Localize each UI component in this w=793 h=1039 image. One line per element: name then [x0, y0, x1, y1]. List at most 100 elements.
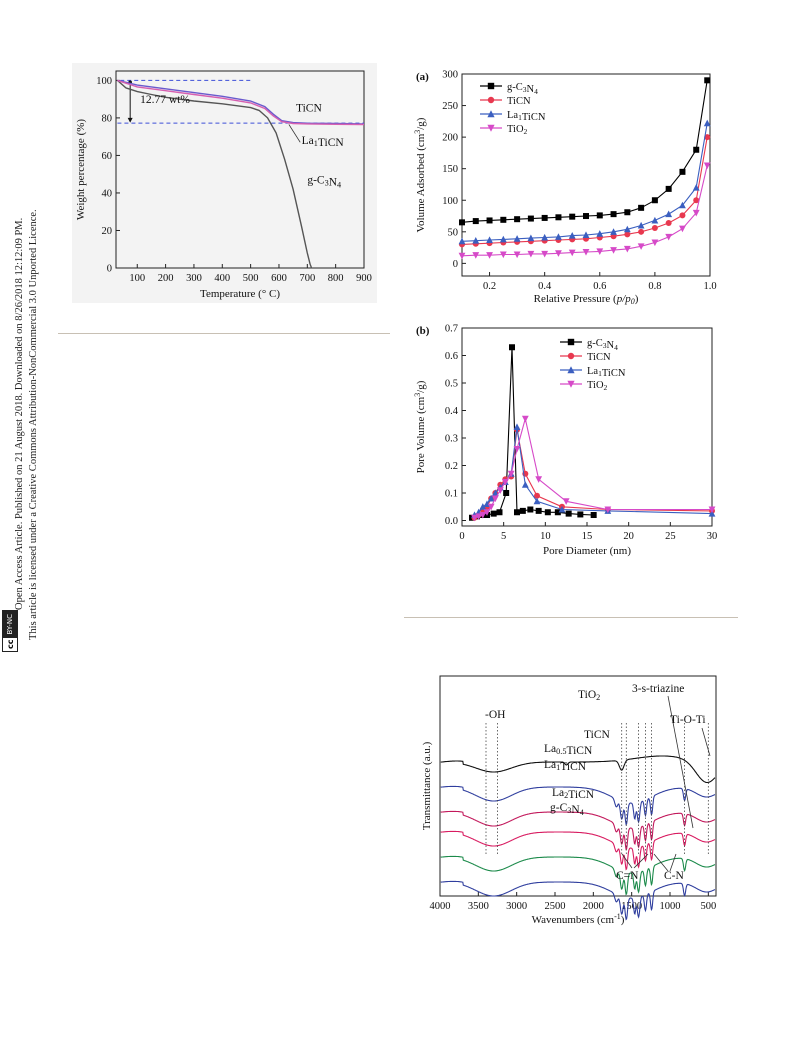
data-point-tio2: [604, 506, 612, 514]
x-tick-label: 1.0: [703, 281, 716, 292]
license-notice[interactable]: This article is licensed under a Creativ…: [28, 209, 39, 640]
x-tick-label: 400: [214, 273, 230, 284]
data-point-g-c3n4: [500, 216, 507, 223]
data-point-ticn: [693, 197, 700, 204]
oh-annotation: -OH: [485, 709, 505, 721]
bet-isotherm-figure: 0.2 0.4 0.6 0.8 1.0 0 50 100 150 200 250 300 (a) g-C3…: [413, 70, 717, 307]
legend-label-tio2: TiO2: [587, 380, 608, 392]
y-tick-label: 0.1: [445, 489, 458, 500]
legend-marker-g-c3n4: [487, 82, 495, 90]
y-tick-label: 150: [442, 164, 458, 175]
series-label-g-c3n4: g-C3N4: [550, 802, 584, 817]
data-point-la1ticn: [533, 497, 541, 505]
y-axis-label: Volume Adsorbed (cm3/g): [413, 117, 427, 232]
data-point-ticn: [704, 134, 711, 141]
ticn-label: TiCN: [296, 102, 322, 114]
data-point-la1ticn: [596, 230, 604, 237]
c-n-leader-2: [669, 853, 677, 872]
y-tick-label: 0.7: [445, 324, 458, 335]
x-tick-label: 0.8: [648, 281, 661, 292]
legend-label-g-c3n4: g-C3N4: [507, 82, 538, 96]
data-point-la1ticn: [487, 494, 495, 502]
data-point-la1ticn: [637, 221, 645, 229]
by-nc-label: BY-NC: [3, 611, 17, 638]
series-tio2: [471, 415, 716, 522]
c-double-n-leader-1: [621, 853, 633, 869]
data-point-g-c3n4: [486, 217, 493, 224]
y-tick-label: 300: [442, 70, 458, 81]
data-point-tio2: [692, 209, 700, 217]
data-point-tio2: [623, 245, 631, 253]
data-point-tio2: [541, 250, 549, 258]
data-point-tio2: [507, 470, 515, 478]
x-tick-label: 600: [271, 273, 287, 284]
x-tick-label: 0: [459, 531, 464, 542]
c-n-leader-1: [653, 853, 669, 872]
mass-loss-label: 12.77 wt%: [140, 94, 190, 106]
gcn-label: g-C3N4: [307, 175, 341, 190]
data-point-tio2: [458, 252, 466, 260]
tga-figure: 100 200 300 400 500 600 700 800 900 0 20 40 60 80 100 T…: [72, 63, 377, 303]
data-point-la1ticn: [623, 225, 631, 233]
cc-license-badge[interactable]: cc BY-NC: [2, 610, 18, 652]
series-line-tio2: [440, 755, 716, 784]
x-tick-label: 1500: [621, 901, 642, 912]
legend-marker-tio2: [487, 124, 495, 132]
data-point-tio2: [568, 249, 576, 257]
data-point-tio2: [483, 509, 491, 516]
y-tick-label: 0.0: [445, 516, 458, 527]
data-point-tio2: [491, 495, 499, 503]
data-point-ticn: [534, 492, 540, 499]
legend-marker-la1ticn: [487, 110, 495, 118]
data-point-g-c3n4: [665, 185, 672, 192]
x-tick-label: 0.6: [593, 281, 606, 292]
data-point-g-c3n4: [590, 512, 597, 518]
tga-panel-background: [72, 63, 377, 303]
data-point-tio2: [501, 479, 509, 486]
cc-icon: cc: [5, 639, 15, 649]
series-line-g-c3n4: [116, 79, 313, 269]
data-point-la1ticn: [558, 505, 566, 513]
legend-label-ticn: TiCN: [507, 96, 531, 107]
c-n-annotation: C-N: [664, 870, 685, 882]
data-point-tio2: [651, 239, 659, 247]
y-tick-label: 0.2: [445, 461, 458, 472]
legend-marker-la1ticn: [567, 366, 575, 374]
data-point-ticn: [638, 228, 645, 235]
x-tick-label: 5: [501, 531, 506, 542]
data-point-la1ticn: [527, 234, 535, 242]
x-tick-label: 2000: [583, 901, 604, 912]
legend-label-la1ticn: La1TiCN: [587, 366, 626, 379]
data-point-la1ticn: [568, 232, 576, 239]
triazine-leader: [667, 695, 694, 829]
y-tick-label: 0.6: [445, 351, 458, 362]
data-point-tio2: [665, 233, 673, 241]
x-tick-label: 10: [540, 531, 551, 542]
legend-label-tio2: TiO2: [507, 124, 528, 136]
data-point-g-c3n4: [544, 509, 551, 516]
data-point-g-c3n4: [693, 146, 700, 153]
series-label-la0-5ticn: La0.5TiCN: [544, 743, 593, 757]
y-tick-label: 0: [453, 259, 458, 270]
series-ticn: [459, 134, 711, 248]
data-point-la1ticn: [708, 510, 716, 517]
pore-distribution-figure: 0 5 10 15 20 25 30 0.0 0.1 0.2 0.3 0.4 0.5 0.6 0.7 (b) g…: [413, 324, 717, 558]
data-point-la1ticn: [703, 119, 711, 127]
ti-o-ti-annotation: Ti-O-Ti: [670, 714, 706, 726]
data-point-g-c3n4: [554, 509, 561, 516]
data-point-tio2: [610, 247, 617, 254]
y-tick-label: 60: [102, 151, 113, 162]
data-point-tio2: [513, 251, 521, 259]
data-point-g-c3n4: [472, 218, 479, 225]
data-point-tio2: [486, 252, 493, 259]
data-point-la1ticn: [513, 235, 521, 242]
x-axis-label: Wavenumbers (cm-1): [532, 912, 625, 926]
y-tick-label: 100: [442, 196, 458, 207]
x-tick-label: 0.2: [483, 281, 496, 292]
data-point-tio2: [703, 162, 711, 170]
license-sidebar: Open Access Article. Published on 21 Aug…: [8, 120, 44, 660]
data-point-g-c3n4: [555, 214, 562, 221]
column-divider-right: [404, 617, 738, 618]
y-tick-label: 0.3: [445, 434, 458, 445]
x-tick-label: 1000: [660, 901, 681, 912]
